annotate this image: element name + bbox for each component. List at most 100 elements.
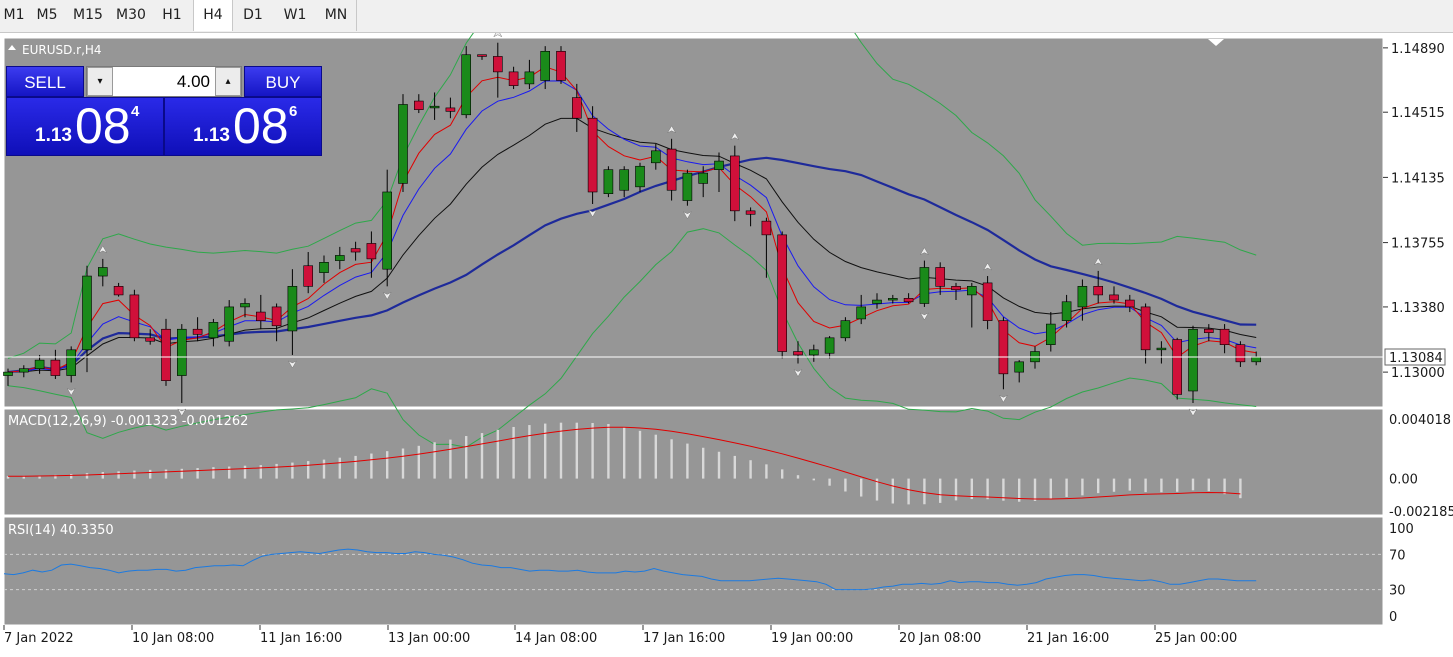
candle-body	[271, 306, 282, 327]
price-axis-label: 1.13000	[1391, 366, 1445, 381]
macd-axis-label: 0.00	[1389, 473, 1418, 488]
candle-body	[872, 299, 882, 304]
fractal-up-icon	[919, 247, 930, 256]
candle-body	[445, 107, 456, 112]
current-price-label: 1.13084	[1389, 351, 1443, 366]
time-axis-label: 11 Jan 16:00	[260, 631, 342, 646]
sell-price-box[interactable]: 1.13 08 4	[6, 97, 164, 156]
price-axis-label: 1.14515	[1391, 106, 1445, 121]
macd-panel[interactable]	[3, 408, 1384, 516]
candle-body	[1156, 347, 1167, 351]
lot-size-box: ▾ ▴	[86, 66, 242, 97]
candle-body	[1046, 323, 1056, 345]
candle-body	[793, 351, 803, 356]
timeframe-m5[interactable]: M5	[36, 7, 58, 23]
timeframe-d1[interactable]: D1	[243, 7, 263, 23]
sell-button[interactable]: SELL	[6, 66, 84, 97]
symbol-label: EURUSD.r,H4	[22, 43, 102, 57]
candle-body	[982, 282, 993, 321]
candle-body	[777, 234, 788, 352]
price-axis-label: 1.14890	[1391, 42, 1445, 57]
candle-body	[714, 160, 724, 170]
candle-body	[998, 320, 1009, 375]
candle-body	[729, 155, 740, 212]
buy-price-box[interactable]: 1.13 08 6	[164, 97, 322, 156]
buy-price-fraction: 6	[289, 103, 298, 120]
candle-body	[350, 248, 361, 253]
candle-body	[761, 220, 772, 236]
time-axis-label: 25 Jan 00:00	[1155, 631, 1237, 646]
candle-body	[666, 148, 677, 191]
chevron-down-icon: ▾	[97, 76, 103, 87]
rsi-label: RSI(14) 40.3350	[8, 523, 114, 538]
fractal-up-icon	[982, 262, 993, 271]
bollinger-bands	[7, 33, 1257, 448]
candle-body	[951, 286, 961, 291]
fractal-up-icon	[730, 132, 740, 141]
candle-body	[366, 243, 377, 260]
candle-body	[413, 100, 424, 110]
chart-window[interactable]: 1.14890 1.14515 1.14135 1.13755 1.13380 1.130…	[0, 33, 1453, 657]
timeframe-h4[interactable]: H4	[193, 0, 233, 31]
one-click-trading-panel: SELL ▾ ▴ BUY 1.13 08 4 1.13 08 6	[6, 66, 322, 156]
candle-body	[98, 267, 108, 277]
chart-shift-icon[interactable]	[1208, 39, 1224, 46]
candle-body	[935, 267, 946, 287]
sell-price-prefix: 1.13	[35, 125, 72, 146]
fractal-up-icon	[98, 245, 108, 254]
candle-body	[34, 359, 45, 369]
timeframe-toolbar: M1 M5 M15 M30 H1 H4 D1 W1 MN	[0, 0, 1453, 33]
candle-body	[66, 349, 76, 376]
candle-body	[319, 262, 329, 273]
fractal-up-icon	[666, 125, 677, 134]
chart-canvas[interactable]: 1.148901.145151.141351.137551.133801.130…	[0, 33, 1453, 657]
time-axis-label: 10 Jan 08:00	[132, 631, 214, 646]
price-axis-label: 1.13380	[1391, 301, 1445, 316]
lower-band-line	[7, 228, 1257, 448]
buy-price-main: 08	[233, 98, 289, 154]
candle-body	[1093, 286, 1103, 296]
fractal-down-icon	[793, 368, 803, 378]
candle-body	[635, 165, 645, 188]
candle-body	[224, 306, 234, 342]
candle-body	[540, 50, 551, 81]
lot-size-input[interactable]	[114, 68, 214, 95]
lot-decrease-button[interactable]: ▾	[87, 67, 113, 96]
timeframe-w1[interactable]: W1	[283, 7, 307, 23]
timeframe-m30[interactable]: M30	[116, 7, 146, 23]
candle-body	[429, 105, 440, 109]
rsi-axis-label: 100	[1389, 522, 1414, 537]
current-price-box	[1384, 348, 1446, 366]
fractal-down-icon	[1188, 408, 1198, 417]
candle-body	[82, 275, 92, 351]
candle-body	[50, 359, 61, 376]
timeframe-mn[interactable]: MN	[316, 0, 357, 31]
lot-increase-button[interactable]: ▴	[215, 67, 241, 96]
rsi-axis-label: 70	[1389, 548, 1406, 563]
candle-body	[334, 255, 345, 261]
timeframe-m1[interactable]: M1	[3, 7, 25, 23]
candle-body	[808, 349, 819, 356]
timeframe-m15[interactable]: M15	[73, 7, 103, 23]
candle-body	[824, 337, 835, 354]
candle-body	[461, 54, 472, 116]
candle-body	[113, 286, 124, 296]
macd-histogram	[6, 422, 1242, 505]
candle-body	[255, 311, 266, 321]
rsi-line	[3, 548, 1383, 591]
chevron-up-icon: ▴	[225, 76, 231, 87]
candle-body	[966, 286, 977, 296]
rsi-panel[interactable]	[3, 516, 1384, 626]
fractal-down-icon	[177, 408, 187, 417]
candle-body	[208, 322, 219, 339]
candle-body	[1188, 328, 1198, 392]
candle-body	[477, 54, 487, 57]
candle-body	[619, 169, 630, 191]
collapse-triangle-icon[interactable]	[8, 45, 16, 50]
candle-body	[745, 210, 756, 215]
timeframe-h1[interactable]: H1	[162, 7, 182, 23]
candle-body	[919, 267, 930, 304]
fractal-down-icon	[998, 394, 1009, 403]
macd-signal-line	[8, 426, 1241, 500]
buy-button[interactable]: BUY	[244, 66, 322, 97]
